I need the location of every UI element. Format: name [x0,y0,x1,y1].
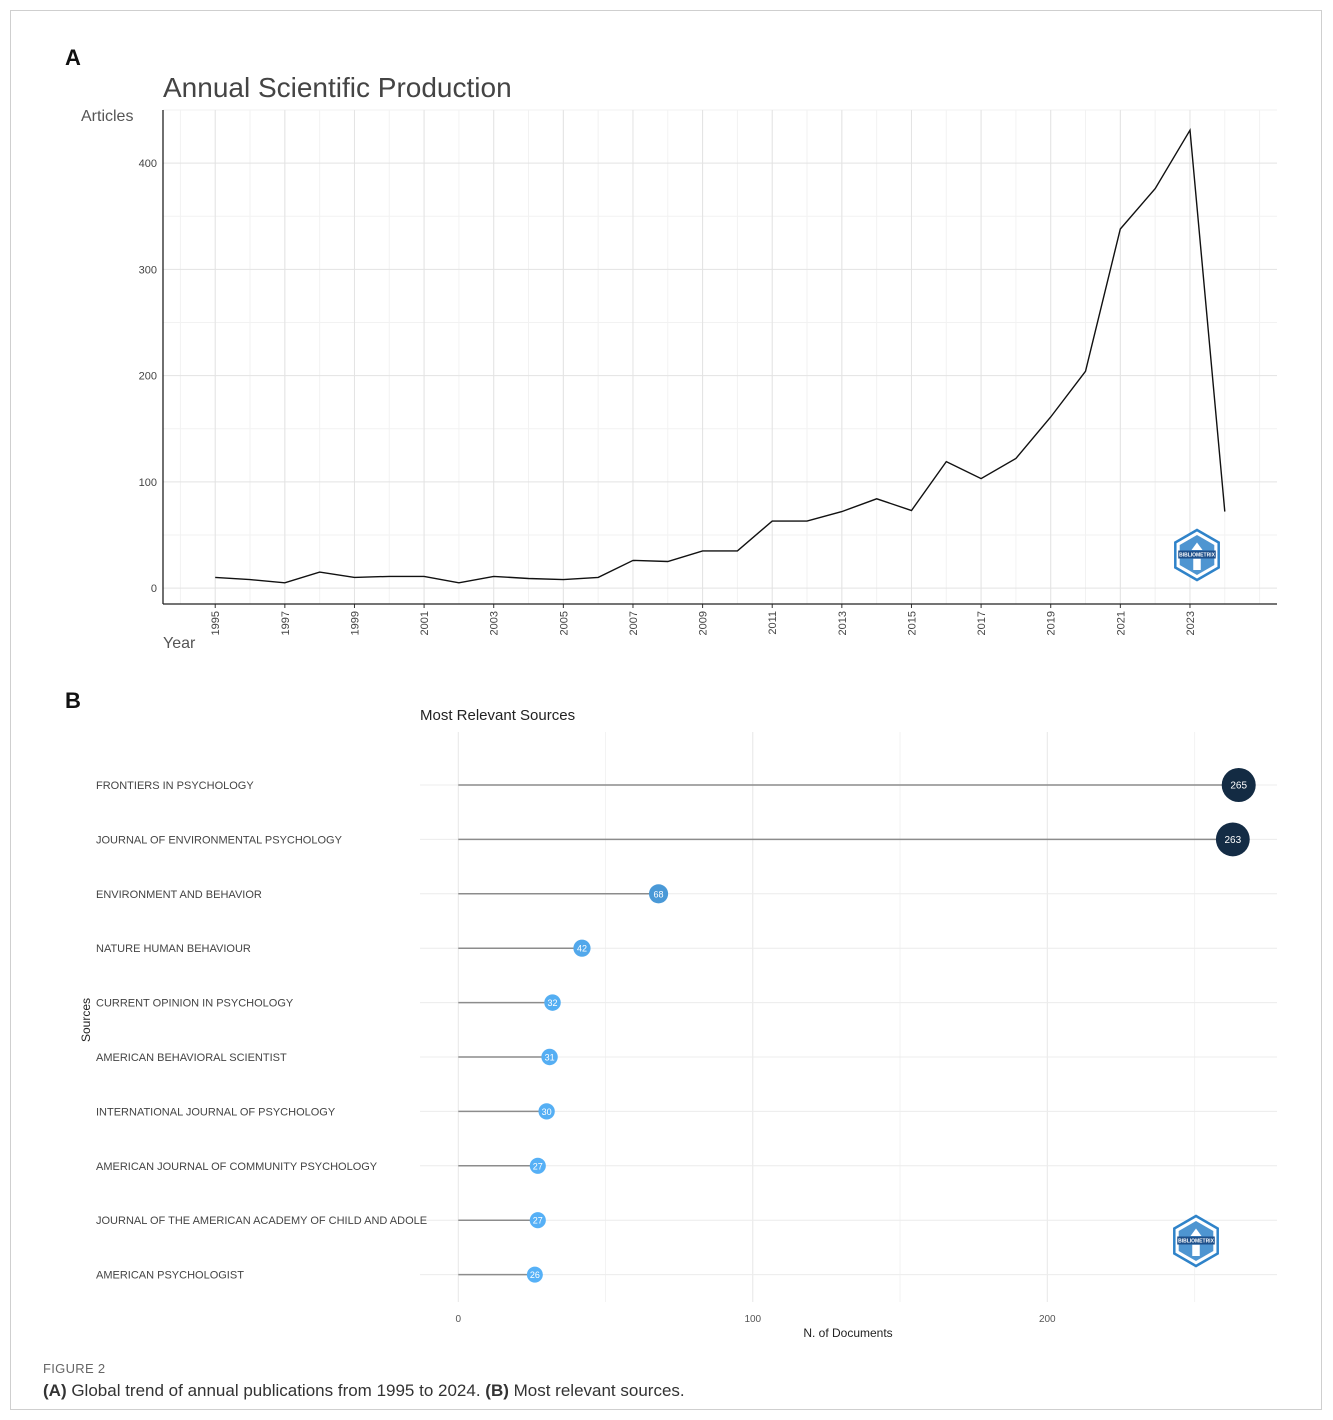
logo-band [1178,550,1216,559]
panel-a-label: A [65,45,81,70]
chart-a-xtick-label: 2011 [767,611,779,635]
chart-a-series-line [215,127,1226,584]
chart-b-category-label: AMERICAN JOURNAL OF COMMUNITY PSYCHOLOGY [96,1161,378,1173]
chart-b-value-label: 68 [654,889,664,899]
chart-b-point [529,1157,546,1174]
chart-a-ytick-label: 300 [139,264,157,276]
logo-roof [1191,542,1203,550]
chart-a-ylabel: Articles [81,108,133,125]
logo-tower [1193,558,1201,570]
chart-b-point [573,939,591,957]
chart-b-point [529,1212,546,1229]
panel-b-label: B [65,688,81,713]
chart-a-title: Annual Scientific Production [163,72,512,103]
chart-a-xtick-label: 2007 [628,611,640,635]
most-relevant-sources-chart: Most Relevant Sources Sources N. of Docume… [79,707,1277,1340]
chart-a-xtick-label: 1997 [280,611,292,635]
caption-a-text: Global trend of annual publications from… [66,1381,486,1400]
chart-a-ytick-label: 200 [139,371,157,383]
chart-b-value-label: 263 [1224,835,1241,846]
chart-b-ylabel: Sources [79,998,93,1042]
chart-a-xtick-label: 1999 [349,611,361,635]
figure-caption-head: FIGURE 2 [43,1361,106,1376]
chart-b-value-label: 32 [548,998,558,1008]
chart-a-xtick-label: 2001 [419,611,431,635]
chart-a-xtick-label: 2013 [837,611,849,635]
annual-production-chart: Annual Scientific Production Articles Year… [81,72,1277,652]
logo-text: BIBLIOMETRIX [1179,553,1215,559]
chart-b-point [1215,822,1250,857]
chart-b-value-label: 265 [1230,781,1247,792]
chart-b-category-label: JOURNAL OF ENVIRONMENTAL PSYCHOLOGY [96,834,343,846]
logo-text: BIBLIOMETRIX [1178,1239,1214,1245]
chart-b-value-label: 42 [577,944,587,954]
chart-b-category-label: NATURE HUMAN BEHAVIOUR [96,943,251,955]
chart-a-xlabel: Year [163,635,196,652]
chart-b-category-label: INTERNATIONAL JOURNAL OF PSYCHOLOGY [96,1106,336,1118]
chart-b-point [538,1103,555,1120]
chart-a-xtick-label: 2003 [489,611,501,635]
chart-a-xtick-label: 2019 [1046,611,1058,635]
chart-b-value-label: 30 [542,1107,552,1117]
chart-b-point [1221,768,1256,802]
chart-b-point [541,1048,558,1066]
caption-b-text: Most relevant sources. [508,1381,685,1400]
chart-b-xtick-label: 200 [1039,1314,1056,1325]
chart-b-value-label: 31 [545,1053,555,1063]
chart-a-xtick-label: 1995 [210,611,222,635]
chart-b-xtick-label: 0 [456,1314,462,1325]
logo-band [1177,1236,1215,1245]
caption-b-tag: (B) [485,1381,509,1400]
chart-b-category-label: ENVIRONMENT AND BEHAVIOR [96,889,262,901]
chart-b-category-label: FRONTIERS IN PSYCHOLOGY [96,780,254,792]
logo-roof [1190,1228,1202,1236]
bibliometrix-logo-a: BIBLIOMETRIX [1174,528,1220,582]
chart-a-ytick-label: 0 [151,583,157,595]
chart-a-ytick-label: 100 [139,477,157,489]
chart-b-category-label: AMERICAN BEHAVIORAL SCIENTIST [96,1052,287,1064]
chart-b-title: Most Relevant Sources [420,707,575,724]
chart-a-xtick-label: 2015 [906,611,918,635]
chart-a-xtick-label: 2021 [1115,611,1127,635]
chart-b-value-label: 27 [533,1161,543,1171]
chart-b-category-label: JOURNAL OF THE AMERICAN ACADEMY OF CHILD… [96,1215,427,1227]
chart-a-xtick-label: 2005 [558,611,570,635]
bibliometrix-logo-b: BIBLIOMETRIX [1173,1214,1219,1268]
chart-a-xtick-label: 2017 [976,611,988,635]
logo-tower [1192,1244,1200,1256]
chart-a-ytick-label: 400 [139,158,157,170]
chart-b-value-label: 26 [530,1270,540,1280]
chart-b-value-label: 27 [533,1216,543,1226]
chart-a-xtick-label: 2023 [1185,611,1197,635]
chart-b-category-label: AMERICAN PSYCHOLOGIST [96,1270,244,1282]
figure-caption: (A) Global trend of annual publications … [43,1381,685,1401]
figure-frame [10,10,1322,1410]
chart-b-point [648,884,669,904]
chart-b-point [544,994,561,1011]
chart-a-xtick-label: 2009 [698,611,710,635]
chart-b-category-label: CURRENT OPINION IN PSYCHOLOGY [96,998,294,1010]
chart-b-point [526,1266,543,1283]
caption-a-tag: (A) [43,1381,67,1400]
chart-b-xlabel: N. of Documents [803,1326,892,1340]
chart-b-xtick-label: 100 [744,1314,761,1325]
